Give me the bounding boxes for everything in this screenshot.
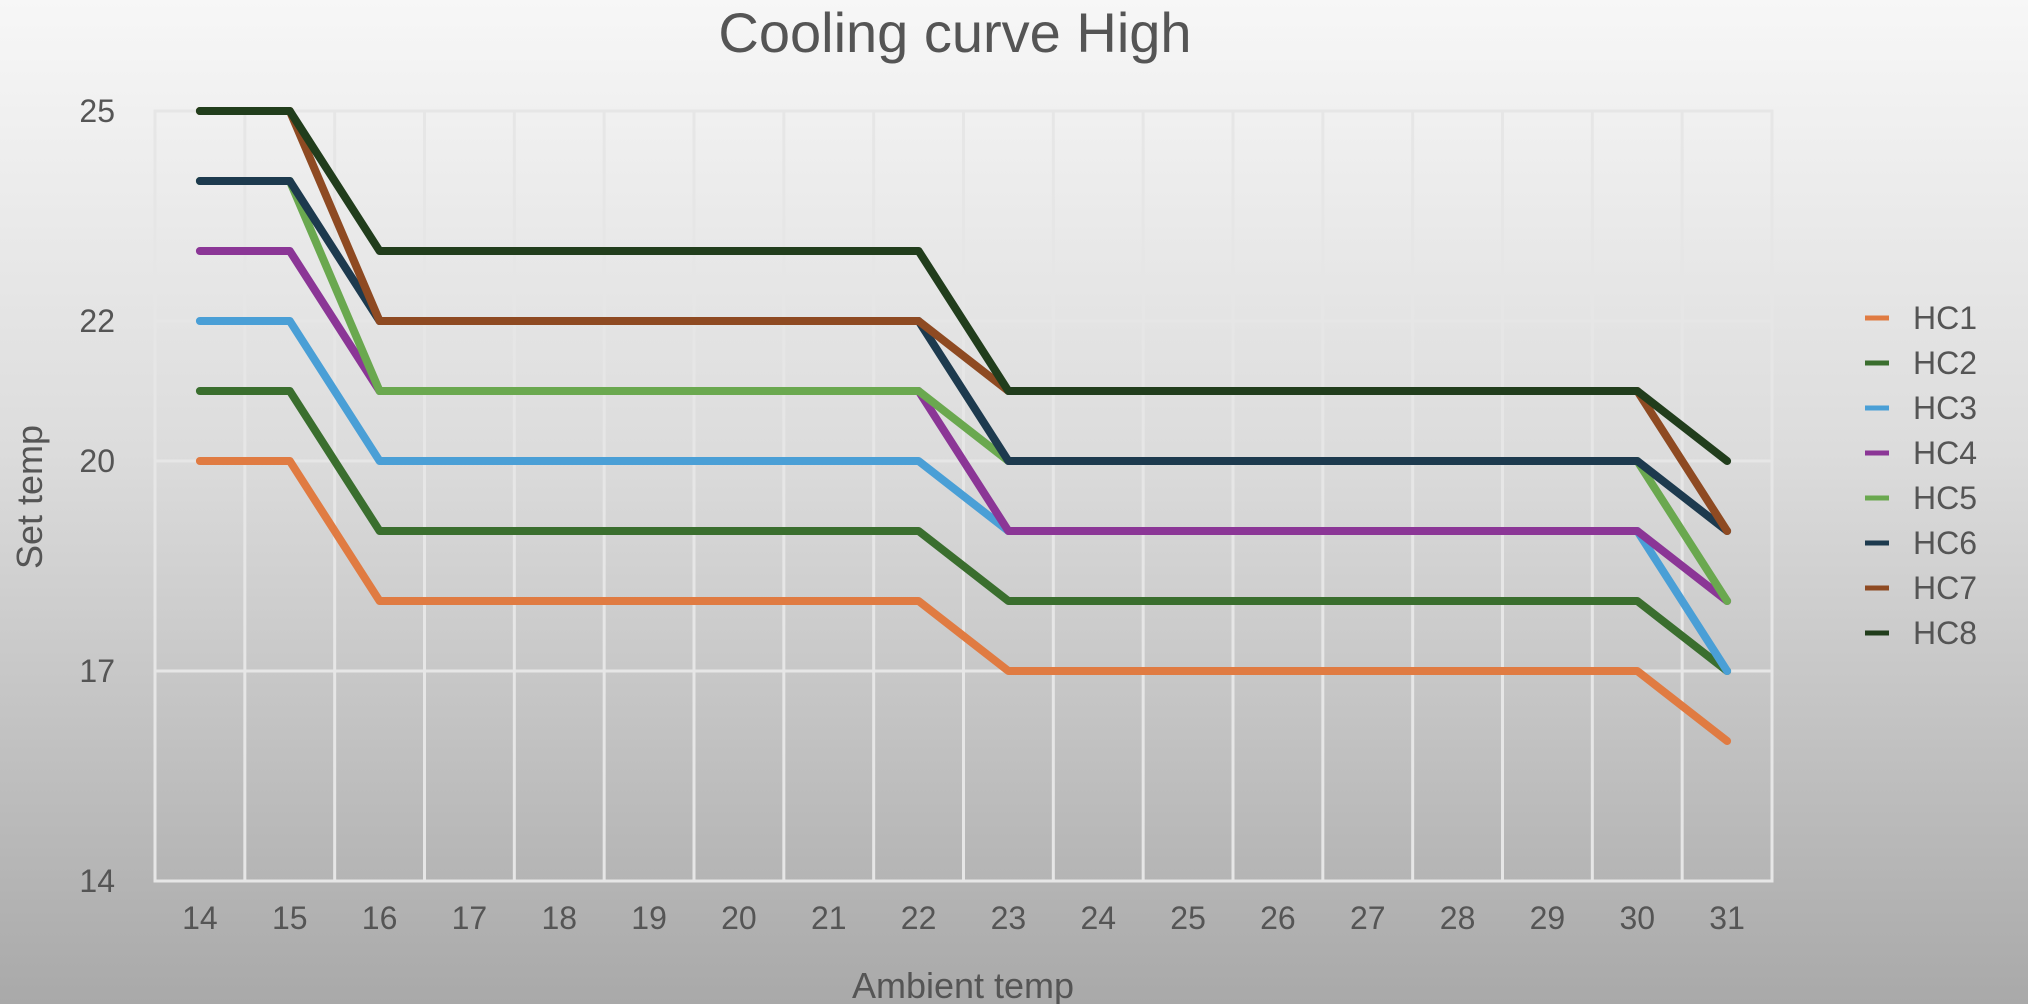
x-tick-label: 31 [1709,900,1745,936]
legend-item-hc7: HC7 [1865,570,1977,606]
legend-item-hc6: HC6 [1865,525,1977,561]
x-tick-label: 27 [1350,900,1386,936]
legend: HC1 HC2 HC3 HC4 HC5 HC6 HC7 HC8 [1865,300,1977,651]
x-axis-tick-labels: 14 15 16 17 18 19 20 21 22 23 24 25 26 27 28 29 30 31 [182,900,1745,936]
x-tick-label: 23 [991,900,1027,936]
x-tick-label: 20 [721,900,757,936]
legend-item-hc2: HC2 [1865,345,1977,381]
y-tick-label: 25 [79,93,115,129]
x-tick-label: 25 [1170,900,1206,936]
x-tick-label: 14 [182,900,218,936]
legend-label: HC6 [1913,525,1977,561]
series-line-hc2 [195,387,1732,675]
legend-label: HC8 [1913,615,1977,651]
y-axis-tick-labels: 14 17 20 22 25 [79,93,115,899]
y-tick-label: 17 [79,653,115,689]
x-tick-label: 18 [541,900,577,936]
legend-label: HC5 [1913,480,1977,516]
y-axis-title: Set temp [9,425,50,569]
plot-frame [153,109,1774,883]
y-tick-label: 20 [79,443,115,479]
x-tick-label: 24 [1080,900,1116,936]
series-line-hc1 [195,457,1732,745]
plot-area-border [153,109,1774,883]
legend-label: HC1 [1913,300,1977,336]
legend-item-hc8: HC8 [1865,615,1977,651]
x-tick-label: 21 [811,900,847,936]
series-line-hc8 [195,107,1732,465]
legend-label: HC4 [1913,435,1977,471]
x-tick-label: 22 [901,900,937,936]
x-tick-label: 30 [1619,900,1655,936]
x-tick-label: 15 [272,900,308,936]
x-tick-label: 19 [631,900,667,936]
legend-label: HC2 [1913,345,1977,381]
legend-item-hc5: HC5 [1865,480,1977,516]
y-tick-label: 22 [79,303,115,339]
series-lines [195,107,1732,745]
chart-title: Cooling curve High [718,1,1191,64]
legend-label: HC3 [1913,390,1977,426]
x-tick-label: 29 [1530,900,1566,936]
x-tick-label: 26 [1260,900,1296,936]
y-tick-label: 14 [79,863,115,899]
legend-item-hc1: HC1 [1865,300,1977,336]
x-axis-title: Ambient temp [852,965,1074,1004]
legend-label: HC7 [1913,570,1977,606]
x-tick-label: 17 [452,900,488,936]
legend-item-hc4: HC4 [1865,435,1977,471]
legend-item-hc3: HC3 [1865,390,1977,426]
x-tick-label: 28 [1440,900,1476,936]
x-tick-label: 16 [362,900,398,936]
